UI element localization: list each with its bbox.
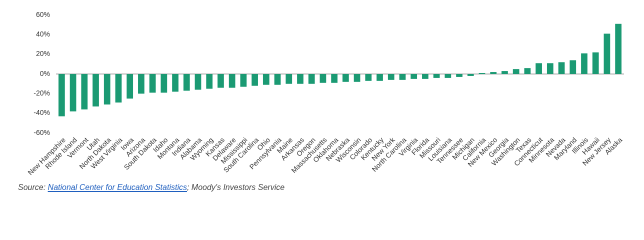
bar — [331, 74, 338, 83]
bar — [69, 74, 77, 112]
bar — [456, 74, 463, 77]
bar — [342, 74, 349, 82]
bar — [569, 60, 577, 74]
bar — [535, 63, 542, 74]
bar — [58, 74, 65, 117]
chart-container: -60% -40% -20% 0% 20% 40% 60% New Hampshire Rhod… — [18, 12, 624, 192]
y-tick-label: 60% — [36, 12, 50, 19]
bar — [558, 62, 565, 74]
bar — [399, 74, 406, 80]
bar — [240, 74, 247, 87]
y-tick-label: -60% — [34, 130, 50, 137]
bar — [512, 69, 520, 74]
bar — [228, 74, 236, 88]
bar — [194, 74, 202, 90]
bar — [592, 52, 599, 74]
bar — [172, 74, 179, 92]
bar — [501, 71, 508, 74]
bar — [524, 68, 531, 74]
bar — [138, 74, 145, 94]
source-prefix: Source: — [18, 183, 48, 192]
source-link[interactable]: National Center for Education Statistics — [47, 183, 187, 192]
bar — [433, 74, 440, 78]
bar — [467, 74, 474, 76]
bar — [115, 74, 122, 103]
bar — [581, 53, 588, 74]
source-note: Source: National Center for Education St… — [18, 183, 285, 192]
bar — [149, 74, 156, 93]
bar — [490, 72, 497, 74]
bar — [478, 73, 486, 74]
bar — [365, 74, 372, 81]
y-tick-label: -20% — [34, 91, 50, 98]
bar — [183, 74, 190, 91]
bar — [285, 74, 293, 84]
bar — [262, 74, 270, 85]
bar — [297, 74, 304, 84]
bar — [251, 74, 258, 86]
bar — [603, 33, 611, 74]
y-tick-label: -40% — [34, 110, 50, 117]
bar — [160, 74, 168, 93]
bar — [81, 74, 88, 110]
bar — [308, 74, 315, 84]
bar — [217, 74, 224, 88]
bar — [319, 74, 327, 83]
bar — [422, 74, 429, 79]
bar — [387, 74, 395, 80]
bar — [615, 23, 622, 75]
bar — [376, 74, 383, 81]
chart: -60%-40%-20%0%20%40%60%New HampshireRhod… — [27, 12, 624, 177]
y-tick-label: 20% — [36, 51, 50, 58]
bar — [410, 74, 418, 79]
bar — [353, 74, 361, 82]
bar — [206, 74, 213, 89]
y-tick-label: 40% — [36, 32, 50, 39]
bar — [103, 74, 111, 105]
bar — [126, 74, 134, 99]
bar — [92, 74, 99, 107]
y-tick-label: 0% — [40, 71, 50, 78]
bar — [546, 63, 554, 74]
bar — [444, 74, 452, 78]
source-suffix: ; Moody's Investors Service — [186, 183, 285, 192]
bar — [274, 74, 281, 85]
page: -60% -40% -20% 0% 20% 40% 60% New Hampshire Rhod… — [18, 11, 625, 192]
